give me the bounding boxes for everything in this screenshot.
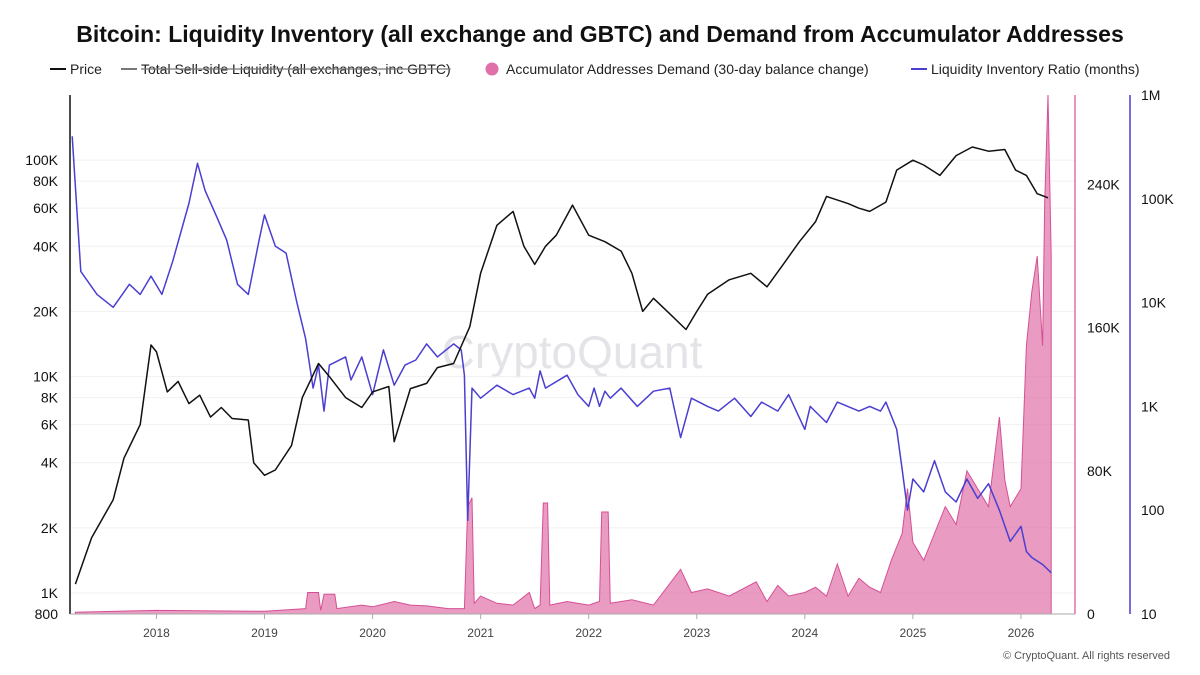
series-price <box>74 146 1049 585</box>
chart-title: Bitcoin: Liquidity Inventory (all exchan… <box>76 21 1124 47</box>
x-axis-tick-label: 2024 <box>791 626 818 640</box>
series-liquidity-inventory-ratio-months <box>71 136 1052 574</box>
x-axis-tick-label: 2020 <box>359 626 386 640</box>
legend-item[interactable]: Total Sell-side Liquidity (all exchanges… <box>121 61 451 77</box>
left-axis-tick-label: 2K <box>41 520 59 536</box>
x-axis-tick-label: 2022 <box>575 626 602 640</box>
demand-axis-tick-label: 80K <box>1087 463 1113 479</box>
left-axis-tick-label: 80K <box>33 173 59 189</box>
x-axis-tick-label: 2018 <box>143 626 170 640</box>
series-accumulator-addresses-demand-30-day-balance-change <box>74 94 1052 615</box>
series-layer <box>71 94 1052 615</box>
ratio-axis-tick-label: 1K <box>1141 398 1159 414</box>
legend-label: Liquidity Inventory Ratio (months) <box>931 61 1140 77</box>
x-axis-tick-label: 2019 <box>251 626 278 640</box>
left-axis-tick-label: 60K <box>33 200 59 216</box>
gridlines <box>70 159 1075 594</box>
ratio-axis-tick-label: 100K <box>1141 191 1174 207</box>
left-axis-tick-label: 40K <box>33 238 59 254</box>
copyright-notice: © CryptoQuant. All rights reserved <box>1003 650 1170 662</box>
legend-item[interactable]: Liquidity Inventory Ratio (months) <box>911 61 1140 77</box>
x-axis-tick-label: 2025 <box>900 626 927 640</box>
ratio-axis-tick-label: 1M <box>1141 87 1160 103</box>
legend: Price Total Sell-side Liquidity (all exch… <box>50 61 1140 77</box>
x-axis-tick-label: 2023 <box>683 626 710 640</box>
ratio-axis-tick-label: 10 <box>1141 606 1157 622</box>
left-axis-tick-label: 800 <box>35 606 59 622</box>
x-axis-tick-label: 2021 <box>467 626 494 640</box>
legend-label: Price <box>70 61 102 77</box>
left-axis-tick-label: 1K <box>41 585 59 601</box>
legend-marker <box>485 62 499 76</box>
x-axis-tick-label: 2026 <box>1008 626 1035 640</box>
legend-item[interactable]: Accumulator Addresses Demand (30-day bal… <box>485 61 869 77</box>
demand-axis-tick-label: 240K <box>1087 176 1120 192</box>
left-axis-tick-label: 4K <box>41 455 59 471</box>
left-axis-tick-label: 8K <box>41 390 59 406</box>
left-axis-tick-label: 10K <box>33 369 59 385</box>
left-axis-tick-label: 6K <box>41 417 59 433</box>
left-axis-tick-label: 20K <box>33 303 59 319</box>
demand-axis-tick-label: 160K <box>1087 320 1120 336</box>
legend-item[interactable]: Price <box>50 61 102 77</box>
demand-axis-tick-label: 0 <box>1087 606 1095 622</box>
ratio-axis-tick-label: 100 <box>1141 502 1165 518</box>
axes: 800 1K 2K 4K 6K 8K 10K 20K 40K 60K 80K 100K 0 80K 160K… <box>25 87 1174 640</box>
watermark: CryptoQuant <box>442 326 703 378</box>
legend-label: Accumulator Addresses Demand (30-day bal… <box>506 61 869 77</box>
left-axis-tick-label: 100K <box>25 152 58 168</box>
ratio-axis-tick-label: 10K <box>1141 295 1167 311</box>
